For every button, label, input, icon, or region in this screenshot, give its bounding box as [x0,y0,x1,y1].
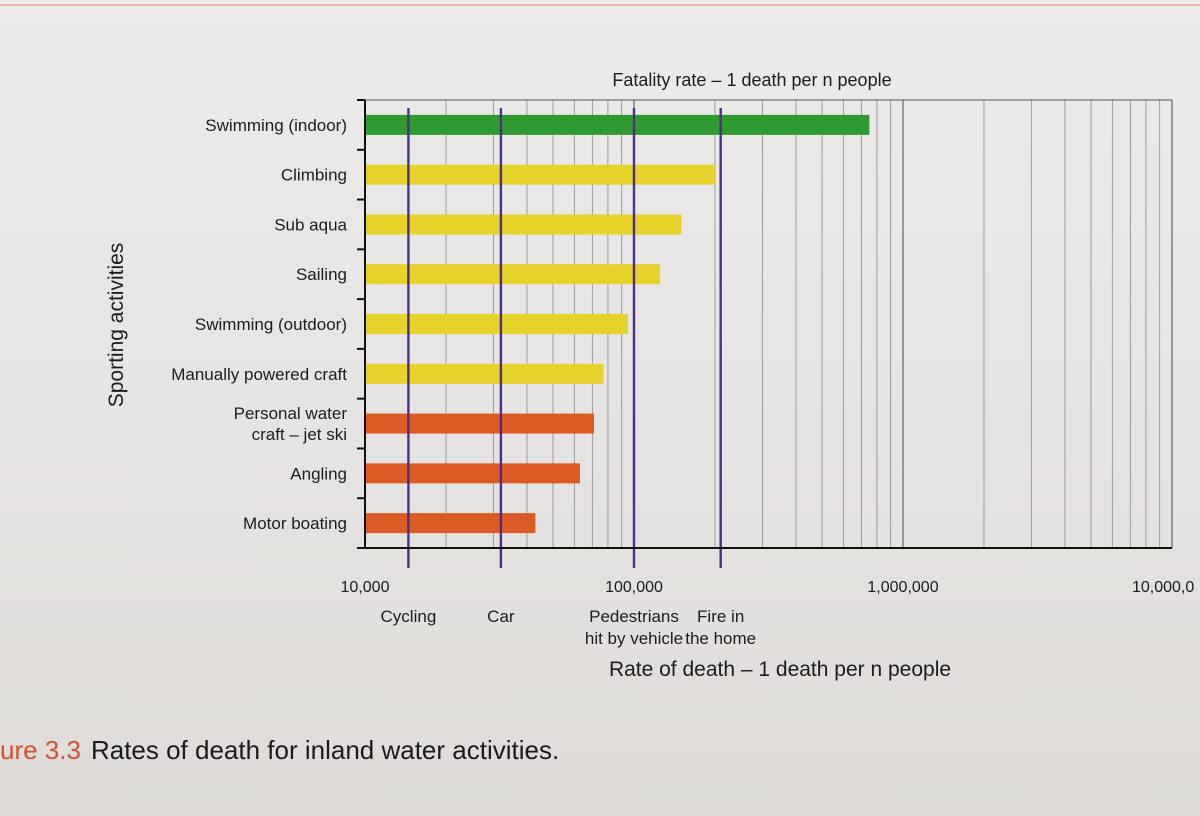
category-label: Swimming (outdoor) [195,315,347,334]
bar [366,363,604,384]
x-tick-label: 10,000,0 [1132,579,1194,596]
bar [366,513,536,534]
x-tick-labels: 10,000 100,000 1,000,000 10,000,0 [341,579,1195,596]
bar [366,463,581,484]
x-axis-label: Rate of death – 1 death per n people [609,658,951,681]
category-label: Personal water craft – jet ski [234,404,348,444]
bar [366,314,629,334]
bar [366,164,715,185]
reference-line-label: Pedestrians hit by vehicle [585,607,683,648]
figure-caption-text: Rates of death for inland water activiti… [90,735,560,765]
bar [366,214,682,235]
x-tick-label: 100,000 [605,579,663,596]
figure-number: ure 3.3 [0,735,81,765]
chart-title: Fatality rate – 1 death per n people [612,70,891,90]
reference-line-label: Cycling [381,607,437,626]
category-label: Angling [290,464,347,483]
figure-caption: ure 3.3 Rates of death for inland water a… [0,735,1200,766]
reference-line-labels: Cycling Car Pedestrians hit by vehicleFire … [381,607,757,648]
x-tick-label: 1,000,000 [867,579,938,596]
reference-line-label: Fire in the home [685,607,756,648]
page-top-rule [0,4,1200,6]
category-label: Manually powered craft [171,365,347,384]
category-labels: Swimming (indoor) Climbing Sub aqua Sailing… [171,116,347,533]
y-axis-label: Sporting activities [105,243,128,408]
bar [366,413,594,434]
category-label: Climbing [281,166,347,185]
category-label: Motor boating [243,514,347,533]
reference-line-label: Car [487,607,515,626]
y-axis-ticks [357,99,365,549]
bar [366,264,661,285]
category-label: Swimming (indoor) [205,116,347,135]
category-label: Sailing [296,265,347,284]
fatality-rate-chart: Fatality rate – 1 death per n people Swi… [105,70,1195,681]
bars [366,114,870,534]
category-label: Sub aqua [274,215,347,234]
x-tick-label: 10,000 [341,579,390,596]
reference-lines [407,108,722,568]
bar [366,114,870,135]
